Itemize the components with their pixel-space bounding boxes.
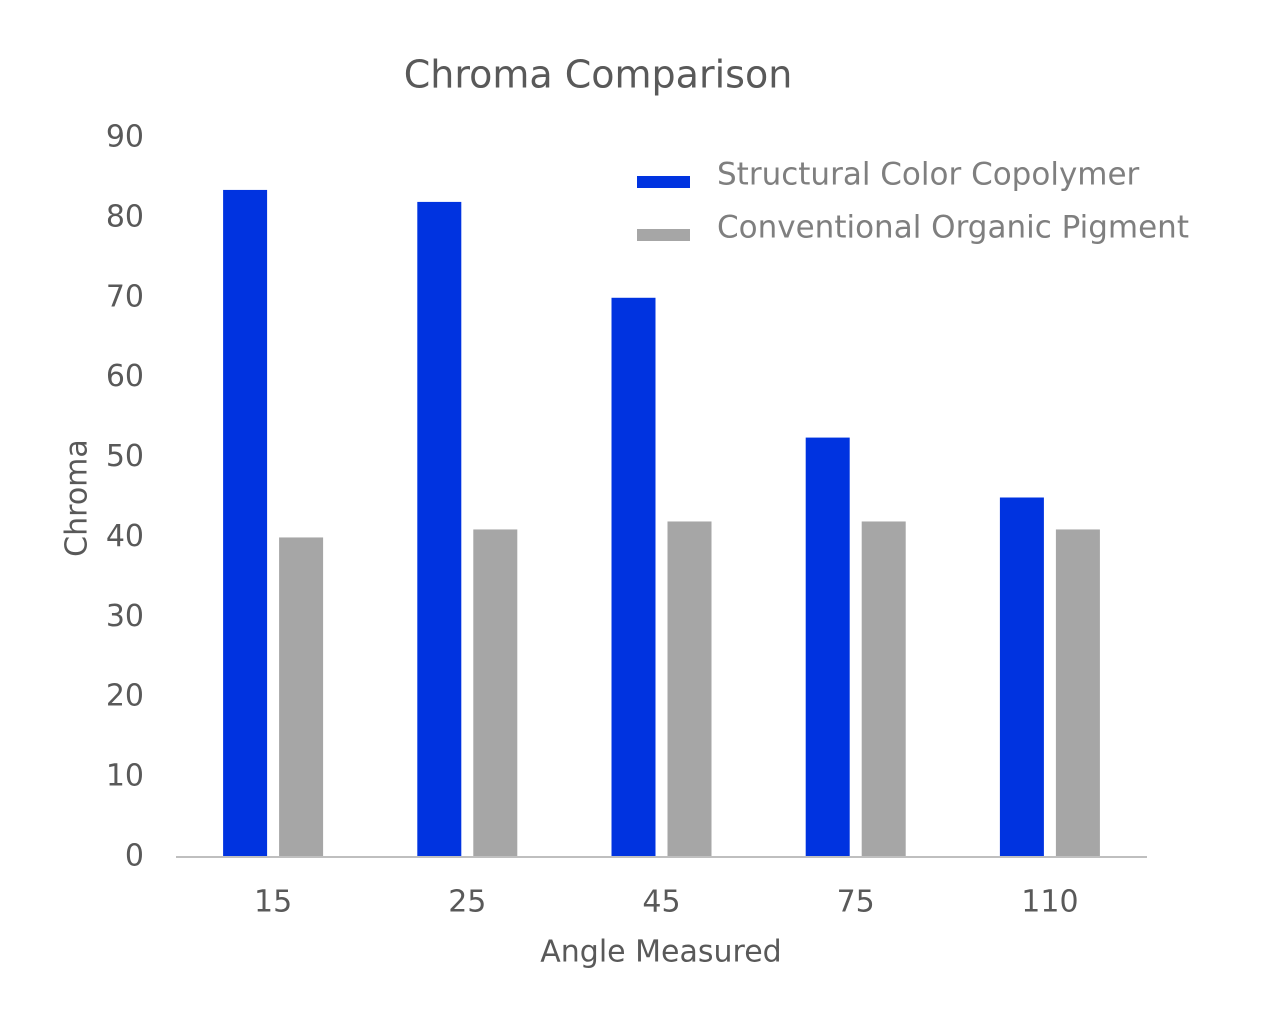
bar: [611, 297, 656, 857]
x-tick-label: 45: [642, 885, 680, 920]
legend-swatch: [637, 176, 690, 188]
y-tick-label: 60: [106, 359, 144, 394]
y-tick-label: 30: [106, 599, 144, 634]
bar: [805, 437, 850, 857]
chart-title: Chroma Comparison: [404, 53, 793, 97]
bar: [999, 497, 1044, 857]
bar: [279, 537, 324, 857]
bar: [473, 529, 518, 857]
y-tick-label: 0: [125, 839, 144, 874]
y-tick-label: 90: [106, 120, 144, 155]
y-tick-label: 10: [106, 759, 144, 794]
x-tick-label: 25: [448, 885, 486, 920]
y-tick-label: 80: [106, 199, 144, 234]
y-axis-label: Chroma: [60, 439, 95, 557]
x-axis-label: Angle Measured: [540, 935, 781, 970]
y-tick-label: 50: [106, 439, 144, 474]
legend-text: Conventional Organic Pigment: [717, 210, 1189, 246]
x-tick-label: 15: [254, 885, 292, 920]
legend-text: Structural Color Copolymer: [717, 157, 1140, 193]
bar: [667, 521, 712, 857]
legend-swatch: [637, 229, 690, 241]
bar: [417, 201, 462, 857]
x-tick-label: 75: [837, 885, 875, 920]
x-tick-label: 110: [1021, 885, 1078, 920]
y-tick-label: 70: [106, 279, 144, 314]
y-tick-label: 40: [106, 519, 144, 554]
bar: [861, 521, 906, 857]
bar: [1055, 529, 1100, 857]
y-tick-label: 20: [106, 679, 144, 714]
bar: [223, 189, 268, 857]
